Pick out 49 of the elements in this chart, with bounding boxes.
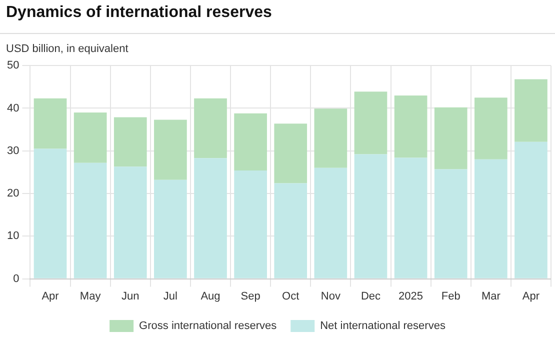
x-tick-label: Sep	[240, 290, 260, 302]
bar	[114, 117, 147, 167]
bar	[34, 148, 67, 278]
x-tick-label: Oct	[282, 290, 300, 302]
x-tick-label: Apr	[522, 290, 540, 302]
bar	[234, 113, 267, 170]
bar	[234, 170, 267, 278]
y-tick-label: 0	[13, 272, 20, 285]
x-tick-label: Jun	[122, 290, 140, 302]
bar	[514, 142, 548, 278]
y-tick-label: 10	[6, 230, 20, 242]
bar	[434, 107, 468, 170]
bar	[154, 180, 187, 278]
bar	[74, 112, 107, 163]
bar	[474, 98, 508, 160]
bar	[154, 120, 187, 180]
bar	[394, 158, 428, 278]
y-tick-label: 20	[6, 188, 20, 200]
x-tick-label: Jul	[163, 290, 178, 302]
chart-title: Dynamics of international reserves	[6, 4, 272, 22]
bar	[354, 154, 388, 278]
bar	[314, 168, 348, 278]
y-axis-title: USD billion, in equivalent	[6, 43, 128, 55]
y-tick-label: 30	[6, 144, 20, 157]
x-tick-label: Mar	[481, 290, 501, 302]
y-tick-label: 40	[6, 102, 20, 114]
bar	[434, 169, 468, 278]
x-tick-label: May	[80, 290, 102, 302]
x-tick-label: 2025	[398, 290, 424, 302]
bar	[274, 124, 308, 184]
bar	[274, 183, 308, 278]
bar	[114, 166, 147, 278]
legend-label: Net international reserves	[320, 320, 446, 332]
x-tick-label: Apr	[42, 290, 60, 302]
x-tick-label: Nov	[320, 290, 341, 302]
bar	[394, 95, 428, 158]
bar	[314, 108, 348, 168]
x-tick-label: Feb	[441, 290, 460, 302]
bar	[194, 98, 227, 158]
bar	[354, 92, 388, 154]
bar	[74, 162, 107, 278]
legend-label: Gross international reserves	[139, 320, 278, 332]
bar	[34, 98, 67, 149]
bar	[474, 159, 508, 278]
bar	[194, 158, 227, 278]
x-tick-label: Aug	[200, 290, 220, 302]
y-tick-label: 50	[6, 60, 20, 72]
x-tick-label: Dec	[360, 290, 382, 302]
bar	[514, 79, 548, 142]
